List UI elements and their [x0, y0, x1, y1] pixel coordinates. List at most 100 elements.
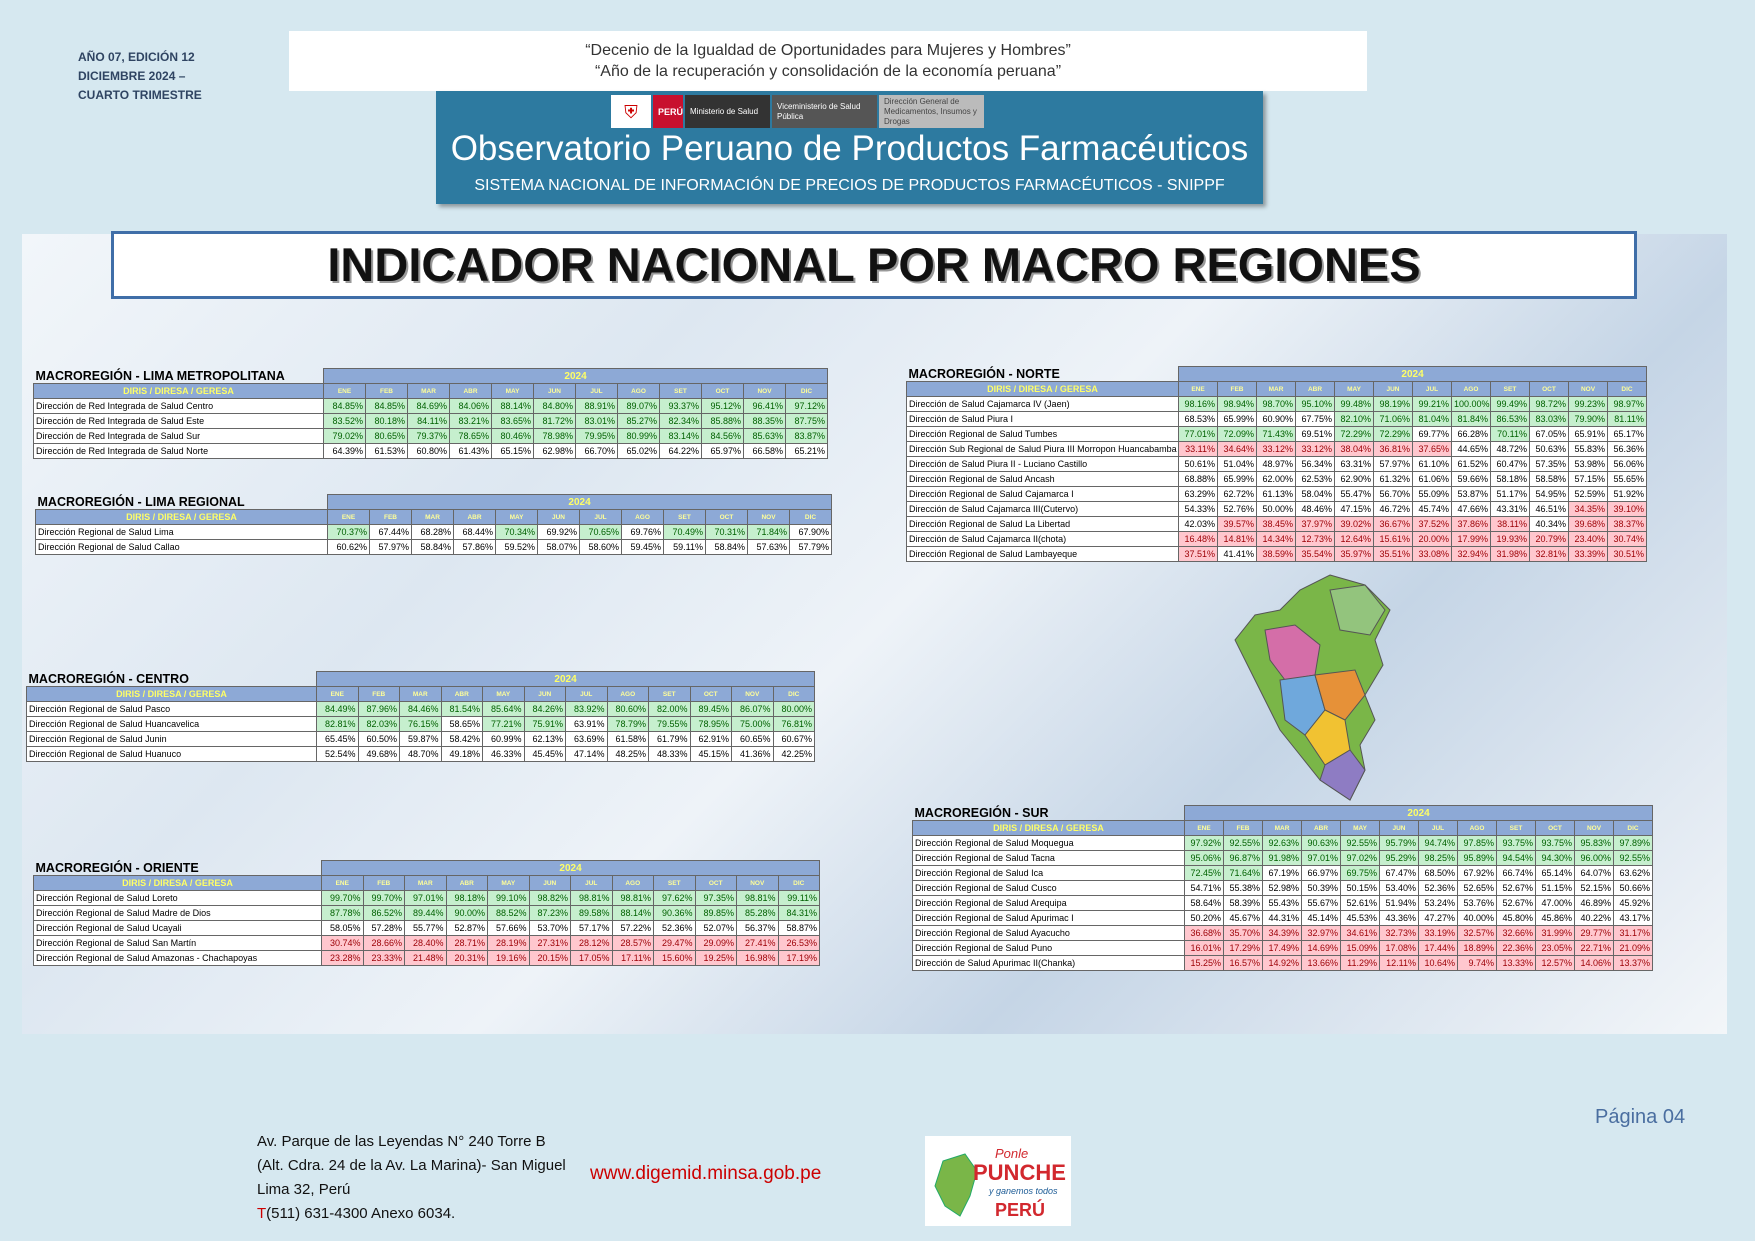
month-header: MAY	[487, 875, 530, 891]
value-cell: 72.09%	[1217, 426, 1257, 442]
month-header: SET	[653, 875, 696, 891]
ministerio-logo: Ministerio de Salud	[685, 95, 770, 128]
issue-line: DICIEMBRE 2024 –	[78, 69, 186, 83]
website-link[interactable]: www.digemid.minsa.gob.pe	[590, 1163, 822, 1184]
value-cell: 35.70%	[1223, 925, 1263, 941]
month-header: MAY	[495, 509, 538, 525]
value-cell: 81.04%	[1412, 411, 1452, 427]
value-cell: 57.97%	[1373, 456, 1413, 472]
table-row: Dirección Regional de Salud Ucayali 58.05…	[33, 920, 821, 936]
value-cell: 79.02%	[323, 428, 366, 444]
value-cell: 70.65%	[579, 524, 622, 540]
value-cell: 49.18%	[440, 746, 483, 762]
row-label: Dirección Regional de Salud Pasco	[26, 701, 317, 717]
value-cell: 38.11%	[1490, 516, 1530, 532]
value-cell: 56.36%	[1606, 441, 1648, 457]
value-cell: 53.98%	[1568, 456, 1608, 472]
year-header: 2024	[1183, 805, 1654, 821]
value-cell: 26.53%	[777, 935, 821, 951]
month-header: FEB	[362, 875, 405, 891]
phone-prefix: T	[257, 1205, 267, 1222]
value-cell: 63.69%	[565, 731, 608, 747]
value-cell: 98.81%	[570, 890, 613, 906]
row-label: Dirección de Red Integrada de Salud Cent…	[33, 398, 324, 414]
value-cell: 80.00%	[772, 701, 816, 717]
table-row: Dirección Regional de Salud San Martín 30…	[33, 935, 821, 951]
value-cell: 36.67%	[1373, 516, 1413, 532]
value-cell: 28.40%	[404, 935, 447, 951]
value-cell: 61.43%	[449, 443, 492, 459]
value-cell: 66.28%	[1451, 426, 1491, 442]
address-line: Lima 32, Perú	[257, 1181, 351, 1198]
value-cell: 79.95%	[575, 428, 618, 444]
value-cell: 84.69%	[407, 398, 450, 414]
month-header: FEB	[1217, 381, 1257, 397]
value-cell: 57.63%	[747, 539, 790, 555]
region-table: MACROREGIÓN - LIMA REGIONAL 2024 DIRIS / D…	[35, 494, 833, 555]
value-cell: 62.00%	[1256, 471, 1296, 487]
value-cell: 57.97%	[369, 539, 412, 555]
value-cell: 44.31%	[1262, 910, 1302, 926]
value-cell: 52.59%	[1568, 486, 1608, 502]
month-header: MAY	[491, 383, 534, 399]
value-cell: 75.00%	[731, 716, 774, 732]
value-cell: 95.12%	[701, 398, 744, 414]
value-cell: 82.81%	[316, 716, 359, 732]
month-header: DIC	[788, 509, 833, 525]
table-row: Dirección Regional de Salud Ayacucho 36.6…	[912, 925, 1654, 941]
value-cell: 52.36%	[653, 920, 696, 936]
value-cell: 60.47%	[1490, 456, 1530, 472]
value-cell: 92.55%	[1612, 850, 1654, 866]
region-name: MACROREGIÓN - SUR	[914, 806, 1049, 820]
value-cell: 27.31%	[528, 935, 571, 951]
value-cell: 97.35%	[694, 890, 737, 906]
value-cell: 64.22%	[659, 443, 702, 459]
value-cell: 99.21%	[1412, 396, 1452, 412]
value-cell: 91.98%	[1262, 850, 1302, 866]
value-cell: 67.44%	[369, 524, 412, 540]
table-row: Dirección de Salud Cajamarca II(chota) 16…	[906, 531, 1648, 547]
value-cell: 39.02%	[1334, 516, 1374, 532]
value-cell: 50.63%	[1529, 441, 1569, 457]
row-label: Dirección Regional de Salud Junin	[26, 731, 317, 747]
month-header: DIC	[777, 875, 821, 891]
value-cell: 15.25%	[1184, 955, 1224, 971]
value-cell: 83.52%	[323, 413, 366, 429]
month-header: JUN	[528, 875, 571, 891]
value-cell: 63.91%	[565, 716, 608, 732]
value-cell: 62.98%	[533, 443, 576, 459]
value-cell: 65.21%	[784, 443, 829, 459]
month-header: JUL	[1412, 381, 1452, 397]
month-header: FEB	[357, 686, 400, 702]
value-cell: 84.85%	[323, 398, 366, 414]
value-cell: 51.17%	[1490, 486, 1530, 502]
issue-line: CUARTO TRIMESTRE	[78, 88, 202, 102]
month-header: FEB	[365, 383, 408, 399]
value-cell: 87.96%	[357, 701, 400, 717]
row-label: Dirección Regional de Salud Ancash	[906, 471, 1179, 487]
value-cell: 61.32%	[1373, 471, 1413, 487]
month-header: DIC	[1606, 381, 1648, 397]
month-header: MAY	[1334, 381, 1374, 397]
value-cell: 44.65%	[1451, 441, 1491, 457]
value-cell: 60.67%	[772, 731, 816, 747]
region-sur: MACROREGIÓN - SUR 2024 DIRIS / DIRESA / GE…	[912, 805, 1654, 971]
value-cell: 86.07%	[731, 701, 774, 717]
month-header: SET	[1496, 820, 1536, 836]
value-cell: 17.08%	[1379, 940, 1419, 956]
month-header: AGO	[606, 686, 649, 702]
month-header: JUL	[565, 686, 608, 702]
month-header: DIC	[784, 383, 829, 399]
row-label: Dirección de Salud Piura I	[906, 411, 1179, 427]
value-cell: 32.94%	[1451, 546, 1491, 562]
month-header: FEB	[1223, 820, 1263, 836]
month-header: ABR	[1295, 381, 1335, 397]
banner: ⛨ PERÚ Ministerio de Salud Viceministeri…	[436, 91, 1263, 204]
value-cell: 65.02%	[617, 443, 660, 459]
value-cell: 17.19%	[777, 950, 821, 966]
month-header: MAR	[407, 383, 450, 399]
decenio-line: “Año de la recuperación y consolidación …	[594, 63, 1062, 80]
value-cell: 52.61%	[1340, 895, 1380, 911]
value-cell: 57.22%	[611, 920, 654, 936]
table-row: Dirección Regional de Salud Arequipa 58.6…	[912, 895, 1654, 911]
